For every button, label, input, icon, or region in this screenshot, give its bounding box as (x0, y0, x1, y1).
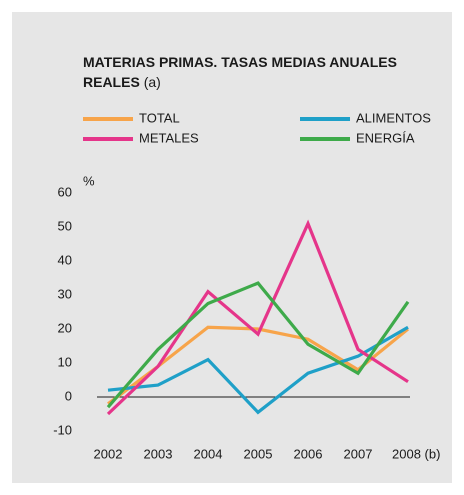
series-line (106, 219, 409, 416)
x-tick-label: 2006 (294, 446, 323, 461)
y-tick-label: 0 (65, 388, 72, 403)
y-tick-label: -10 (53, 422, 72, 437)
panel (12, 12, 452, 483)
legend-label: METALES (139, 130, 199, 145)
x-tick-label: 2004 (194, 446, 223, 461)
legend-label: ENERGÍA (356, 130, 415, 145)
series-line (106, 281, 410, 409)
chart-title: MATERIAS PRIMAS. TASAS MEDIAS ANUALES RE… (83, 54, 397, 90)
series-line (107, 325, 409, 415)
legend-label: ALIMENTOS (356, 110, 431, 125)
x-tick-label: 2007 (344, 446, 373, 461)
legend-label: TOTAL (139, 110, 180, 125)
y-tick-label: 60 (58, 184, 72, 199)
y-axis-label: % (83, 173, 95, 188)
y-tick-label: 30 (58, 286, 72, 301)
y-tick-label: 20 (58, 320, 72, 335)
x-tick-label: 2002 (94, 446, 123, 461)
y-tick-label: 10 (58, 354, 72, 369)
y-tick-label: 50 (58, 218, 72, 233)
chart-title-block: MATERIAS PRIMAS. TASAS MEDIAS ANUALES RE… (83, 52, 403, 92)
x-tick-label: 2003 (144, 446, 173, 461)
x-tick-label: 2005 (244, 446, 273, 461)
x-tick-label: 2008 (b) (392, 446, 440, 461)
y-tick-label: 40 (58, 252, 72, 267)
chart-subtitle: (a) (143, 74, 161, 90)
